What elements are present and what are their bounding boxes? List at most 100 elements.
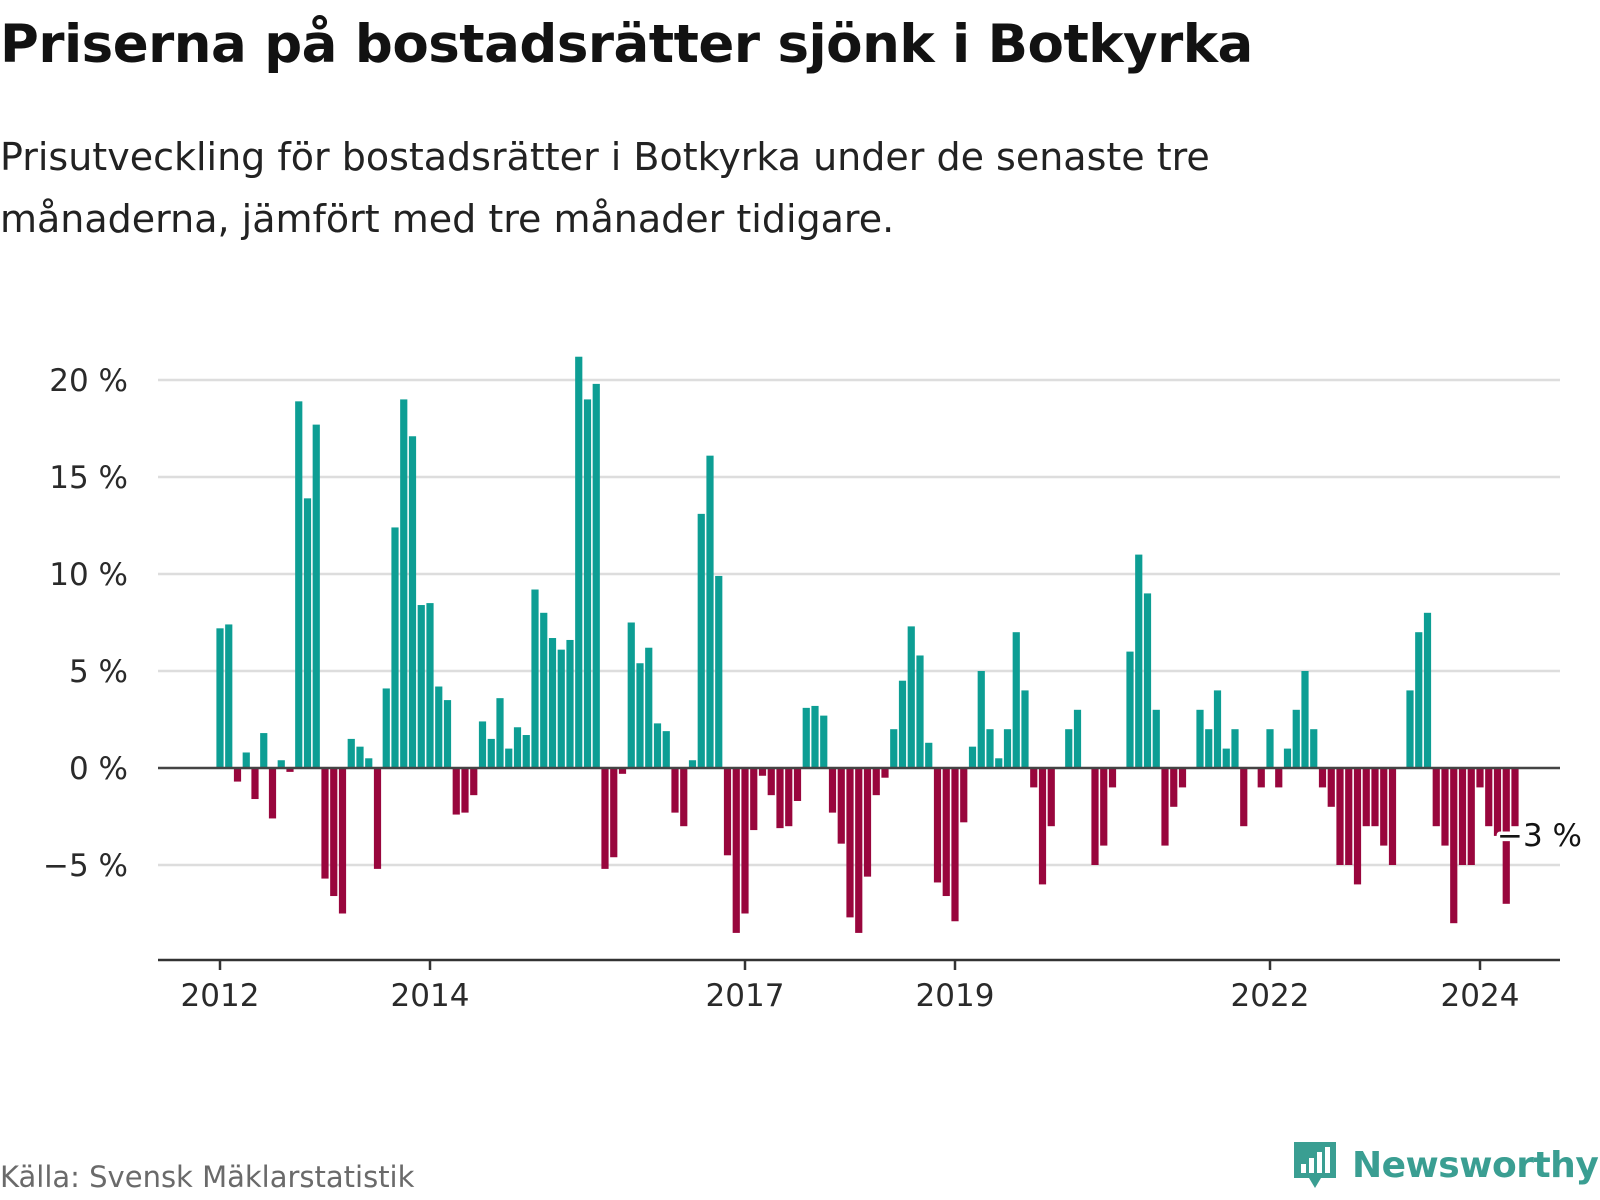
bar (400, 399, 408, 768)
bar (1301, 671, 1309, 768)
bar (977, 671, 985, 768)
bar (1310, 729, 1318, 768)
bar (1362, 768, 1370, 827)
bar (1065, 729, 1073, 768)
bar (1511, 768, 1519, 827)
bar (1275, 768, 1283, 788)
bar (1441, 768, 1449, 846)
bar (1432, 768, 1440, 827)
bar (1450, 768, 1458, 924)
bar (1485, 768, 1493, 827)
newsworthy-logo-icon (1294, 1142, 1336, 1188)
bar (951, 768, 959, 922)
bar (461, 768, 469, 813)
bar (837, 768, 845, 844)
bar (1345, 768, 1353, 865)
y-axis-ticks: −5 % 0 % 5 % 10 % 15 % 20 % (43, 363, 128, 884)
bar (216, 628, 224, 768)
bar (968, 746, 977, 768)
bar (1353, 768, 1362, 885)
bar (1135, 554, 1143, 768)
bar (531, 589, 539, 768)
bar (933, 768, 942, 883)
bar (242, 752, 250, 768)
y-tick-label: 5 % (69, 654, 128, 690)
bar (767, 768, 775, 796)
bar (408, 436, 417, 768)
bar (391, 527, 399, 768)
bar (618, 768, 627, 774)
bar (1476, 768, 1484, 788)
bar (566, 639, 574, 768)
bar (793, 768, 802, 801)
bar (592, 383, 600, 768)
bar (435, 686, 443, 768)
bar (225, 624, 233, 768)
bar (986, 729, 994, 768)
bar (1502, 768, 1510, 904)
bar (1327, 768, 1335, 807)
bar (233, 768, 242, 782)
bar (732, 768, 740, 933)
bar (890, 729, 898, 768)
bar (881, 768, 889, 778)
bar (365, 758, 373, 768)
bar (260, 733, 268, 768)
bar (1030, 768, 1038, 788)
bar (356, 746, 364, 768)
bar (496, 698, 504, 768)
bar (1038, 768, 1047, 885)
brand-logo: Newsworthy (1290, 1138, 1599, 1192)
bar (776, 768, 784, 829)
latest-value-label: −3 % (1497, 818, 1582, 854)
bar (1152, 709, 1160, 768)
bar (1380, 768, 1388, 846)
bar (715, 575, 723, 768)
bar (1161, 768, 1169, 846)
bar-chart: −5 %0 %5 %10 %15 %20 % 2012 2014 2017 2019 2… (42, 356, 1583, 1014)
bar (1467, 768, 1475, 865)
bar (785, 768, 793, 827)
bar (855, 768, 863, 933)
bar (487, 738, 495, 768)
bar (268, 768, 277, 819)
bar (907, 626, 915, 768)
bar (251, 768, 259, 800)
bar (1143, 593, 1152, 768)
bar (426, 603, 434, 768)
bar (697, 513, 705, 768)
bar (723, 768, 732, 856)
source-credit: Källa: Svensk Mäklarstatistik (0, 1160, 415, 1194)
bar (505, 748, 513, 768)
bar (575, 356, 583, 768)
bars (216, 356, 1519, 933)
bar (1266, 729, 1274, 768)
bar (277, 760, 285, 768)
bar (347, 738, 355, 768)
bar (662, 731, 670, 768)
bar (820, 715, 828, 768)
bar (321, 768, 329, 879)
bar (645, 647, 653, 768)
bar (1196, 709, 1204, 768)
bar (898, 680, 907, 768)
bar (1222, 748, 1230, 768)
bar (286, 768, 294, 772)
bar (1318, 768, 1327, 788)
bar (1257, 768, 1265, 788)
bar (583, 399, 592, 768)
bar (627, 622, 635, 768)
bar (925, 742, 933, 768)
bar (601, 768, 609, 869)
x-axis-ticks: 2012 2014 2017 2019 2022 2024 (181, 960, 1520, 1014)
x-tick-label: 2024 (1441, 978, 1520, 1014)
x-tick-label: 2017 (706, 978, 785, 1014)
y-tick-label: 15 % (49, 460, 128, 496)
chart-title: Priserna på bostadsrätter sjönk i Botkyr… (0, 14, 1253, 75)
bar (373, 768, 382, 869)
x-tick-label: 2012 (181, 978, 260, 1014)
bar (1073, 709, 1082, 768)
bar (741, 768, 749, 914)
bar (995, 758, 1003, 768)
bar (706, 455, 714, 768)
